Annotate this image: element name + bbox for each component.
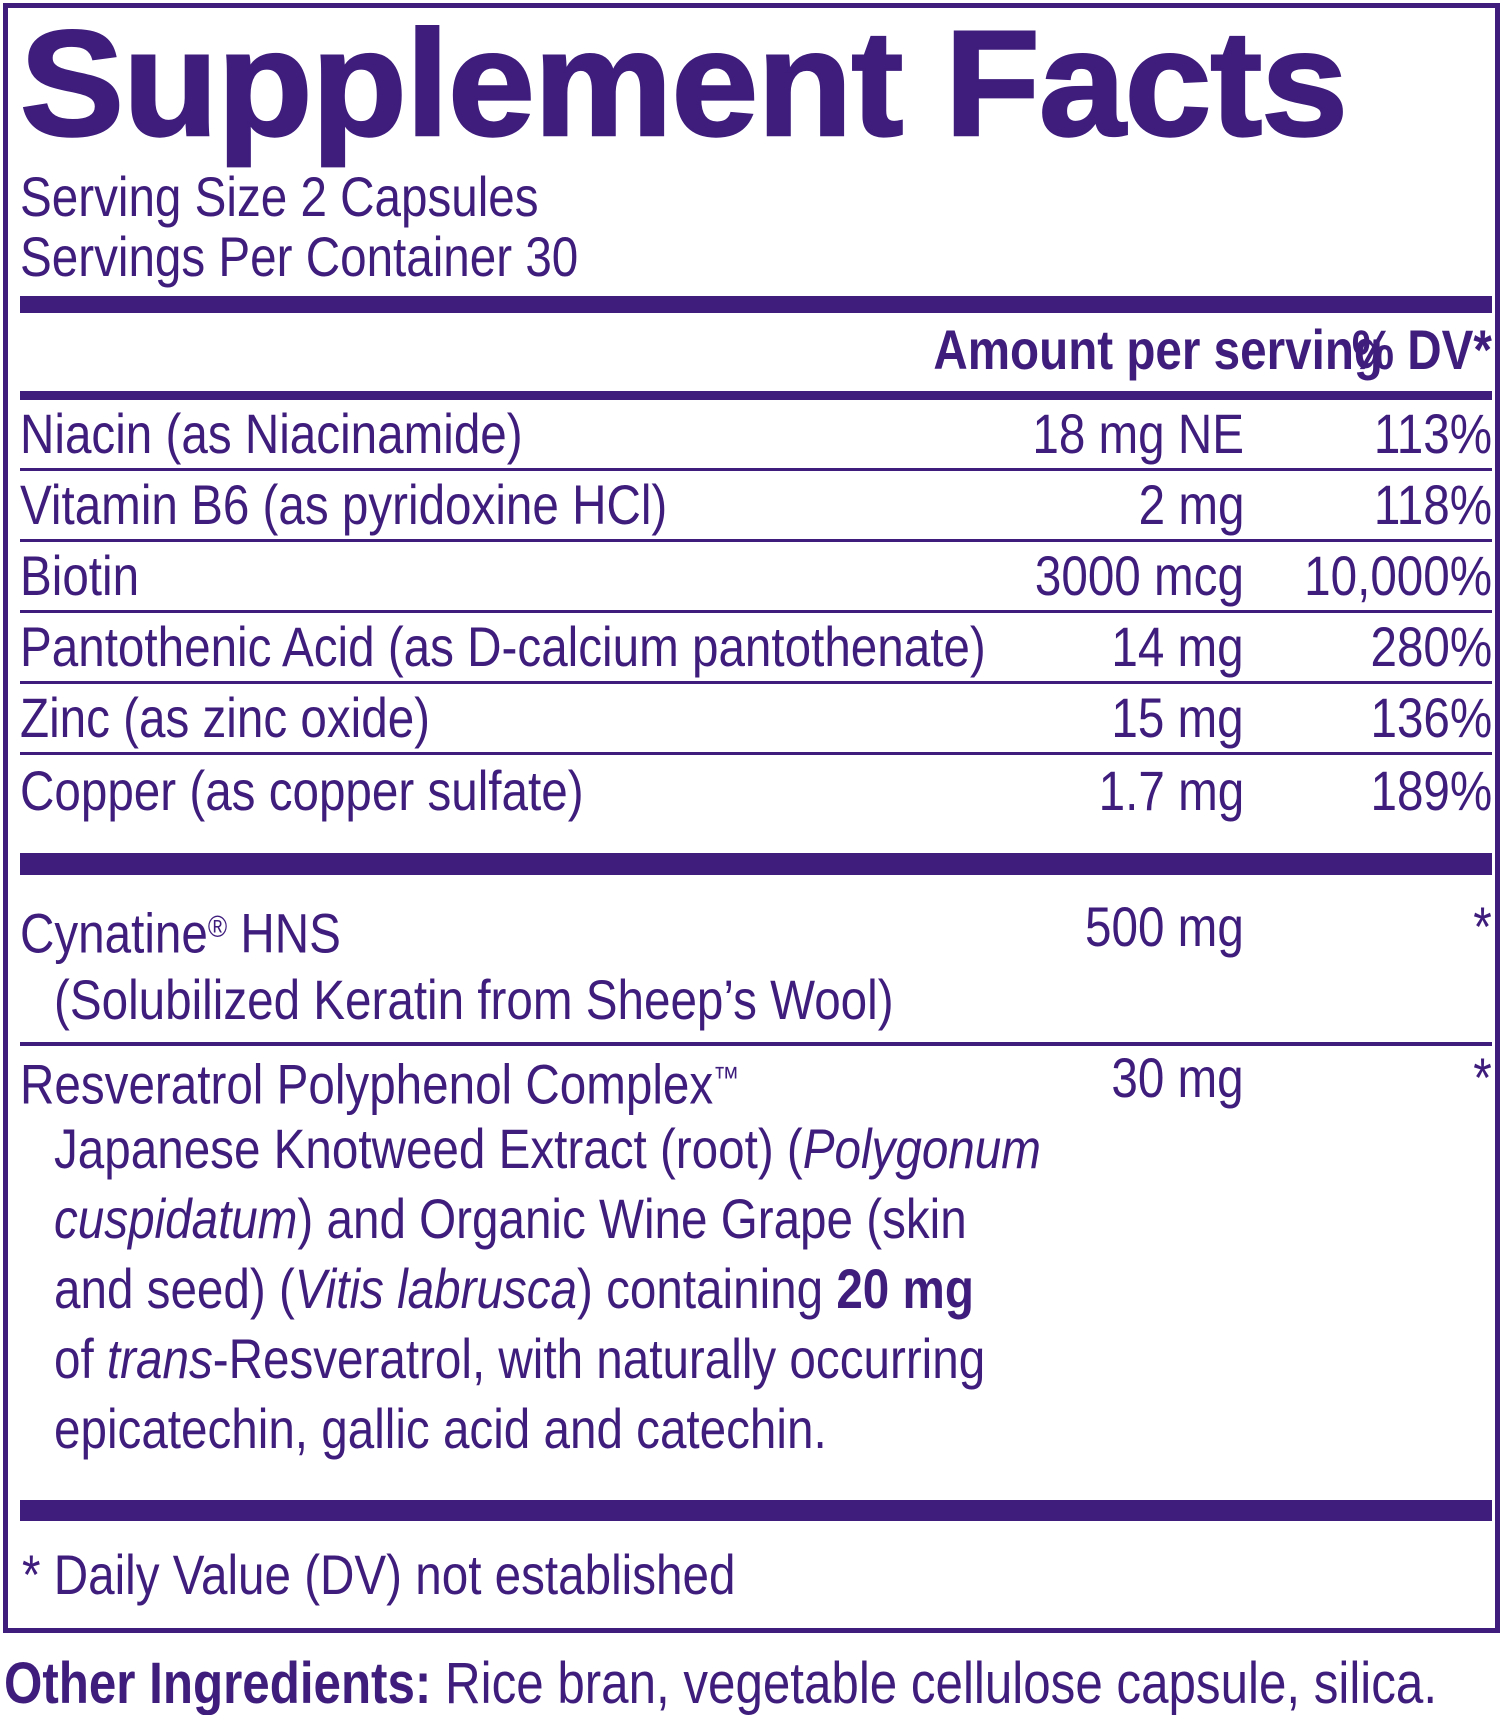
- ingredient-amount: 30 mg: [1111, 1046, 1244, 1109]
- nutrient-amount: 2 mg: [1138, 473, 1244, 536]
- table-row: Vitamin B6 (as pyridoxine HCl) 2 mg 118%: [20, 471, 1492, 542]
- nutrient-name: Biotin: [20, 544, 140, 607]
- table-row: Niacin (as Niacinamide) 18 mg NE 113%: [20, 400, 1492, 471]
- servings-per-container-line: Servings Per Container 30: [20, 225, 579, 288]
- other-ingredients-text: Rice bran, vegetable cellulose capsule, …: [431, 1651, 1438, 1715]
- nutrient-name: Niacin (as Niacinamide): [20, 402, 523, 465]
- serving-size-line: Serving Size 2 Capsules: [20, 165, 539, 228]
- table-row: Copper (as copper sulfate) 1.7 mg 189%: [20, 755, 1492, 826]
- nutrient-dv: 10,000%: [1304, 544, 1492, 607]
- nutrient-amount: 15 mg: [1111, 686, 1244, 749]
- table-row-resveratrol: Resveratrol Polyphenol Complex™ 30 mg *: [20, 1048, 1492, 1114]
- description-line: of trans-Resveratrol, with naturally occ…: [54, 1327, 986, 1390]
- table-row: Zinc (as zinc oxide) 15 mg 136%: [20, 684, 1492, 755]
- supplement-facts-panel: Supplement Facts Serving Size 2 Capsules…: [3, 3, 1500, 1633]
- nutrient-dv: 136%: [1370, 686, 1492, 749]
- table-row: Pantothenic Acid (as D-calcium pantothen…: [20, 613, 1492, 684]
- dv-asterisk: *: [1473, 895, 1492, 958]
- footnote-divider-bar: [20, 1500, 1492, 1521]
- nutrient-dv: 113%: [1373, 402, 1492, 465]
- registered-mark: ®: [207, 909, 228, 944]
- section-divider-bar: [20, 853, 1492, 875]
- top-divider-bar: [20, 296, 1492, 313]
- table-row-cynatine: Cynatine® HNS 500 mg *: [20, 897, 1492, 963]
- column-header-dv: % DV*: [1351, 318, 1492, 381]
- table-header-row: Amount per serving % DV*: [20, 320, 1492, 380]
- nutrients-table: Niacin (as Niacinamide) 18 mg NE 113% Vi…: [20, 400, 1492, 826]
- nutrient-name: Vitamin B6 (as pyridoxine HCl): [20, 473, 668, 536]
- nutrient-name: Pantothenic Acid (as D-calcium pantothen…: [20, 615, 986, 678]
- ingredient-amount: 500 mg: [1085, 895, 1244, 958]
- other-ingredients-line: Other Ingredients: Rice bran, vegetable …: [4, 1652, 1506, 1715]
- page-title: Supplement Facts: [19, 0, 1350, 167]
- nutrient-dv: 280%: [1370, 615, 1492, 678]
- nutrient-dv: 189%: [1370, 758, 1492, 822]
- footnote: * Daily Value (DV) not established: [22, 1543, 736, 1606]
- trademark-mark: ™: [713, 1060, 740, 1095]
- dv-asterisk: *: [1473, 1046, 1492, 1109]
- nutrient-amount: 1.7 mg: [1098, 758, 1244, 822]
- row-divider-line: [20, 1042, 1492, 1046]
- nutrient-name: Copper (as copper sulfate): [20, 758, 584, 822]
- description-line: and seed) (Vitis labrusca) containing 20…: [54, 1257, 974, 1320]
- column-header-amount: Amount per serving: [933, 318, 1383, 381]
- ingredient-subtext: (Solubilized Keratin from Sheep’s Wool): [54, 968, 894, 1031]
- ingredient-name: Resveratrol Polyphenol Complex™: [20, 1052, 740, 1116]
- nutrient-dv: 118%: [1373, 473, 1492, 536]
- table-row: Biotin 3000 mcg 10,000%: [20, 542, 1492, 613]
- nutrient-name: Zinc (as zinc oxide): [20, 686, 431, 749]
- description-line: Japanese Knotweed Extract (root) (Polygo…: [54, 1117, 1041, 1180]
- ingredient-description: Japanese Knotweed Extract (root) (Polygo…: [54, 1114, 1492, 1464]
- nutrient-amount: 18 mg NE: [1032, 402, 1244, 465]
- description-line: epicatechin, gallic acid and catechin.: [54, 1397, 827, 1460]
- nutrient-amount: 14 mg: [1111, 615, 1244, 678]
- description-line: cuspidatum) and Organic Wine Grape (skin: [54, 1187, 967, 1250]
- other-ingredients-label: Other Ingredients:: [4, 1651, 432, 1715]
- ingredient-name: Cynatine® HNS: [20, 901, 341, 965]
- header-underline-bar: [20, 391, 1492, 400]
- nutrient-amount: 3000 mcg: [1034, 544, 1244, 607]
